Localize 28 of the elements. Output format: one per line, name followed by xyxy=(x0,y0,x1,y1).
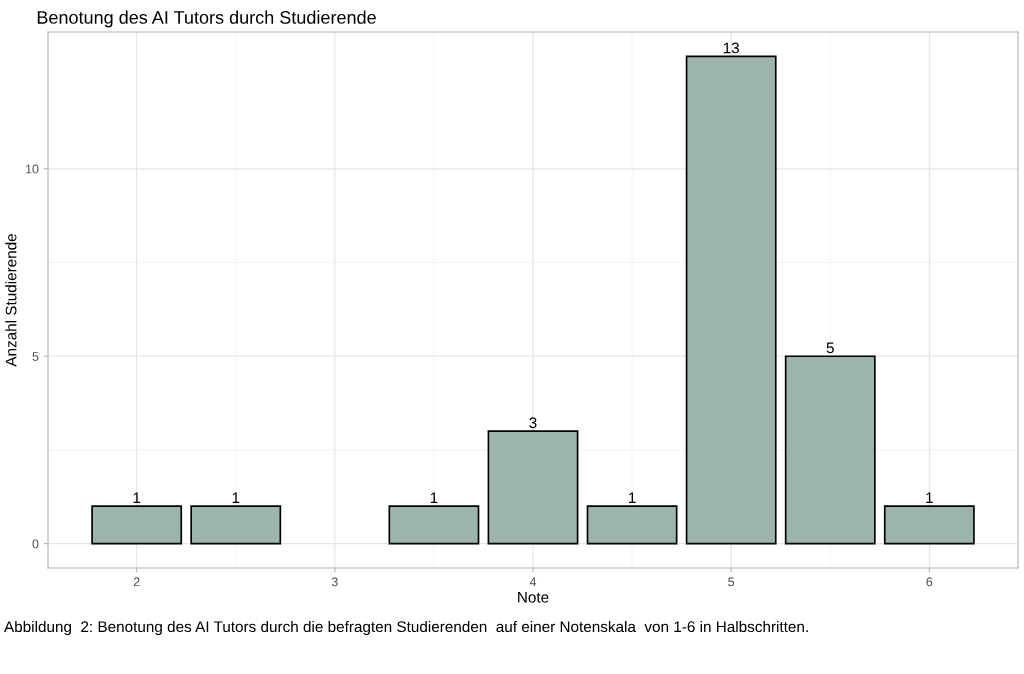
y-tick-label: 0 xyxy=(32,539,39,549)
data-label: 5 xyxy=(826,342,834,354)
y-axis-title: Anzahl Studierende xyxy=(5,234,17,367)
x-tick-label: 2 xyxy=(133,577,140,587)
data-label: 1 xyxy=(430,492,438,503)
bar xyxy=(388,505,480,545)
bar xyxy=(784,355,876,545)
y-tick-label: 5 xyxy=(32,352,39,361)
bar xyxy=(487,430,579,545)
data-label: 13 xyxy=(723,42,739,54)
bar xyxy=(586,505,678,545)
y-tick-label: 10 xyxy=(26,164,39,174)
data-label: 1 xyxy=(133,492,141,503)
x-axis-title: Note xyxy=(518,592,549,603)
x-tick-label: 3 xyxy=(331,577,338,587)
x-tick-label: 4 xyxy=(529,577,537,587)
data-label: 1 xyxy=(629,492,636,503)
data-label: 3 xyxy=(529,417,537,429)
bar xyxy=(91,505,183,545)
chart-title: Benotung des AI Tutors durch Studierende xyxy=(37,10,376,28)
bar xyxy=(883,505,975,545)
x-tick-label: 5 xyxy=(728,577,735,587)
bar xyxy=(685,55,777,545)
text: Abbildung 2: Benotung des AI Tutors durch die befragten Studierenden auf einer Notenskala von 1-6 in Halbschritten. xyxy=(4,620,808,636)
bar xyxy=(190,505,282,545)
x-tick-label: 6 xyxy=(926,577,933,587)
data-label: 1 xyxy=(926,492,933,503)
data-label: 1 xyxy=(232,492,240,503)
